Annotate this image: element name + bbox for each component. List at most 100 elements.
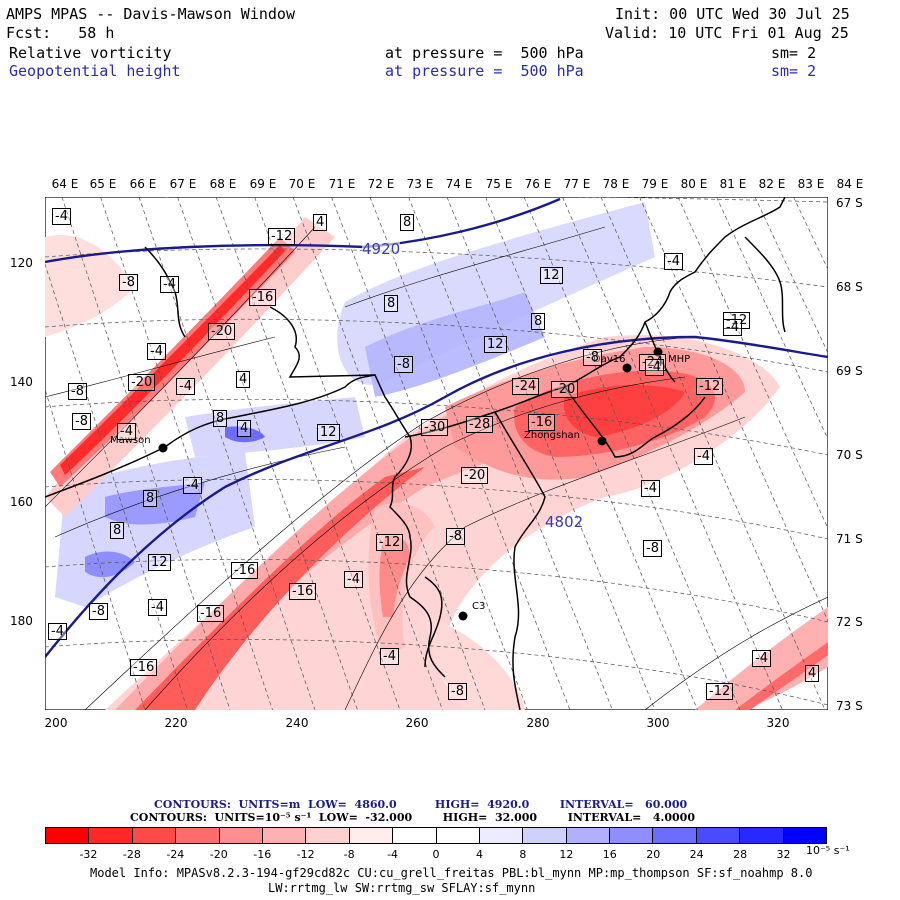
init-time: Init: 00 UTC Wed 30 Jul 25 xyxy=(615,5,850,23)
vorticity-value-label: -16 xyxy=(231,562,259,579)
colorbar-swatch xyxy=(46,828,90,843)
longitude-label: 69 E xyxy=(249,177,277,191)
longitude-label: 74 E xyxy=(445,177,473,191)
meridian-line xyxy=(138,197,316,710)
vorticity-value-label: -12 xyxy=(268,228,296,245)
vorticity-value-label: -8 xyxy=(448,683,467,700)
meridian-line xyxy=(677,197,828,530)
vorticity-value-label: 12 xyxy=(484,336,507,353)
meridian-line xyxy=(562,197,783,710)
colorbar-swatch xyxy=(306,828,350,843)
vorticity-value-label: -20 xyxy=(551,381,579,398)
colorbar-tick-label: -28 xyxy=(122,848,141,861)
colorbar-swatch xyxy=(479,828,524,843)
y-tick-label: 120 xyxy=(10,256,33,270)
coastline xyxy=(45,197,786,710)
station-label-mawson: Mawson xyxy=(110,435,151,446)
colorbar-swatch xyxy=(523,828,567,843)
vorticity-value-label: -4 xyxy=(752,650,771,667)
latitude-label: 72 S xyxy=(836,615,863,629)
vorticity-value-label: 12 xyxy=(540,267,563,284)
vorticity-value-label: -24 xyxy=(512,378,540,395)
x-tick-label: 200 xyxy=(44,716,68,730)
colorbar-unit: 10⁻⁵ s⁻¹ xyxy=(806,844,850,857)
field2-smoothing: sm= 2 xyxy=(771,62,817,80)
longitude-label: 73 E xyxy=(406,177,434,191)
meridian-line xyxy=(716,197,828,441)
longitude-label: 79 E xyxy=(641,177,669,191)
colorbar xyxy=(45,827,827,844)
vorticity-value-label: 4 xyxy=(805,665,820,682)
plot-title: AMPS MPAS -- Davis-Mawson Window xyxy=(6,5,295,23)
height-label: 4920 xyxy=(362,240,401,258)
latitude-label: 70 S xyxy=(836,448,863,462)
vorticity-value-label: -28 xyxy=(466,416,494,433)
vorticity-value-label: 8 xyxy=(213,410,228,427)
longitude-label: 67 E xyxy=(169,177,197,191)
meridian-line xyxy=(100,197,273,710)
vorticity-value-label: -20 xyxy=(208,323,236,340)
vorticity-value-label: 8 xyxy=(110,522,125,539)
positive-vorticity-shading xyxy=(55,202,655,607)
x-tick-label: 220 xyxy=(164,716,188,730)
vorticity-value-label: -20 xyxy=(461,467,489,484)
field1-name: Relative vorticity xyxy=(9,44,172,62)
meridian-line xyxy=(292,197,486,710)
parallel-lines xyxy=(45,197,828,706)
longitude-label: 81 E xyxy=(719,177,747,191)
colorbar-swatch xyxy=(653,828,697,843)
longitude-label: 78 E xyxy=(602,177,630,191)
colorbar-swatch xyxy=(436,828,480,843)
x-tick-label: 320 xyxy=(766,716,790,730)
colorbar-swatch xyxy=(219,828,263,843)
colorbar-swatch xyxy=(176,828,220,843)
y-tick-label: 160 xyxy=(10,495,33,509)
longitude-label: 68 E xyxy=(209,177,237,191)
colorbar-swatch xyxy=(566,828,611,843)
longitude-label: 83 E xyxy=(797,177,825,191)
valid-time: Valid: 10 UTC Fri 01 Aug 25 xyxy=(605,24,849,42)
meridian-line xyxy=(446,197,656,710)
field1-smoothing: sm= 2 xyxy=(771,44,817,62)
vorticity-contour-info: CONTOURS: UNITS=10⁻⁵ s⁻¹ LOW= -32.000 HI… xyxy=(130,811,695,824)
vorticity-value-label: 8 xyxy=(400,214,415,231)
vorticity-value-label: -4 xyxy=(344,571,363,588)
latitude-label: 69 S xyxy=(836,364,863,378)
colorbar-swatch xyxy=(393,828,437,843)
colorbar-tick-label: 8 xyxy=(519,848,527,861)
negative-vorticity-shading xyxy=(45,217,828,710)
longitude-label: 70 E xyxy=(288,177,316,191)
meridian-line xyxy=(45,388,146,710)
geopotential-height-contours xyxy=(45,197,828,658)
colorbar-tick-label: 24 xyxy=(689,848,704,861)
colorbar-swatch xyxy=(740,828,784,843)
longitude-label: 76 E xyxy=(524,177,552,191)
colorbar-tick-label: 12 xyxy=(559,848,574,861)
meridian-line xyxy=(369,197,571,710)
vorticity-value-label: -8 xyxy=(68,383,87,400)
vorticity-value-label: 8 xyxy=(531,313,546,330)
vorticity-value-label: -4 xyxy=(641,480,660,497)
map-plot xyxy=(45,197,828,710)
field2-level: at pressure = 500 hPa xyxy=(385,62,584,80)
y-tick-label: 180 xyxy=(10,614,33,628)
colorbar-tick-label: 20 xyxy=(646,848,661,861)
vorticity-value-label: -4 xyxy=(645,359,664,376)
colorbar-tick-label: -16 xyxy=(253,848,272,861)
meridian-line xyxy=(331,197,528,710)
station-label-c3: C3 xyxy=(472,601,486,612)
vorticity-value-label: -4 xyxy=(694,448,713,465)
vorticity-value-label: -8 xyxy=(394,356,413,373)
vorticity-value-label: -8 xyxy=(583,349,602,366)
station-label-mhp: MHP xyxy=(668,354,691,365)
longitude-label: 64 E xyxy=(51,177,79,191)
vorticity-value-label: -16 xyxy=(289,583,317,600)
vorticity-value-label: -4 xyxy=(117,423,136,440)
vorticity-value-label: -8 xyxy=(446,528,465,545)
colorbar-swatch xyxy=(349,828,394,843)
vorticity-value-label: -4 xyxy=(148,599,167,616)
meridian-line xyxy=(45,263,188,710)
x-tick-label: 280 xyxy=(526,716,550,730)
colorbar-tick-label: -8 xyxy=(343,848,355,861)
model-info-line1: Model Info: MPASv8.2.3-194-gf29cd82c CU:… xyxy=(90,866,813,880)
